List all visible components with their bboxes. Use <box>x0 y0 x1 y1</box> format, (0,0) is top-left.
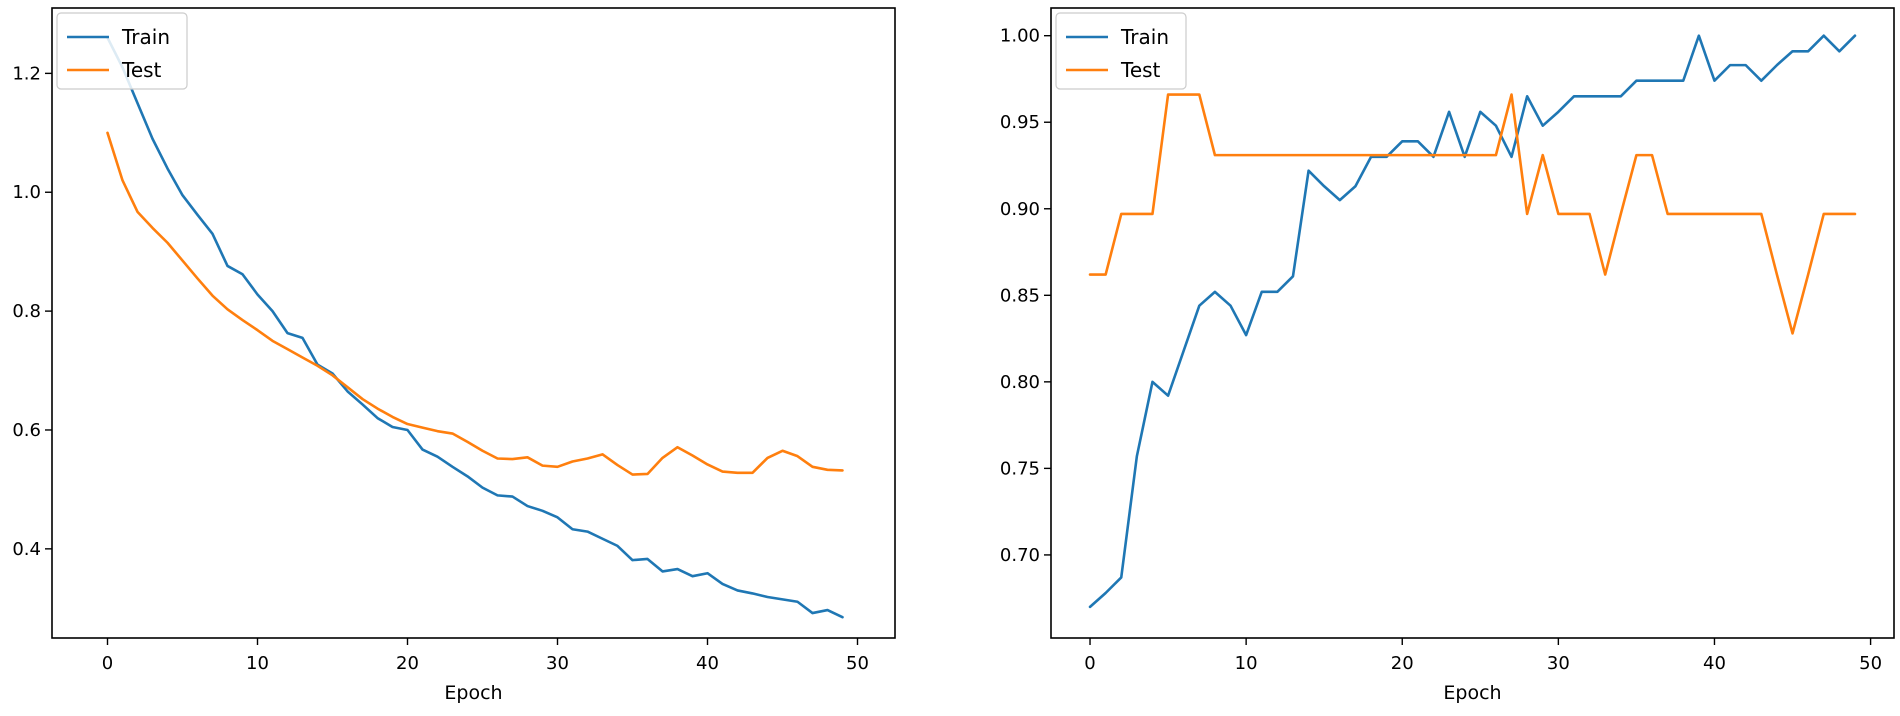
y-tick-label: 0.4 <box>12 539 41 560</box>
y-tick-label: 0.85 <box>1000 285 1040 306</box>
x-axis-label: Epoch <box>1443 682 1501 704</box>
y-tick-label: 0.70 <box>1000 545 1040 566</box>
series-line-train <box>106 36 844 619</box>
y-tick-label: 1.00 <box>1000 26 1040 47</box>
y-tick-label: 1.0 <box>12 182 41 203</box>
y-tick-label: 0.75 <box>1000 458 1040 479</box>
series-line-test <box>106 131 844 476</box>
x-tick-label: 0 <box>102 653 113 674</box>
y-tick-label: 0.95 <box>1000 112 1040 133</box>
plot-frame <box>51 7 896 639</box>
x-tick-label: 50 <box>1859 653 1882 674</box>
y-tick-label: 0.80 <box>1000 372 1040 393</box>
series-line-test <box>1088 93 1857 335</box>
chart-panel-1: 0 10 20 30 40 50 0.4 0.6 0.8 1.0 1.2 Epoch Train Test <box>12 7 896 704</box>
x-tick-label: 30 <box>1547 653 1570 674</box>
x-tick-label: 40 <box>1703 653 1726 674</box>
legend: Train Test <box>56 12 188 90</box>
x-tick-label: 50 <box>846 653 869 674</box>
legend-label-test: Test <box>1120 58 1161 82</box>
legend: Train Test <box>1055 12 1187 90</box>
y-tick-label: 0.90 <box>1000 199 1040 220</box>
x-tick-label: 20 <box>396 653 419 674</box>
series-line-train <box>1088 34 1857 609</box>
legend-label-train: Train <box>121 25 170 49</box>
x-tick-label: 20 <box>1391 653 1414 674</box>
x-axis-label: Epoch <box>444 682 502 704</box>
y-tick-label: 1.2 <box>12 63 41 84</box>
x-tick-label: 10 <box>1235 653 1258 674</box>
x-tick-label: 30 <box>546 653 569 674</box>
y-tick-label: 0.6 <box>12 420 41 441</box>
x-tick-label: 0 <box>1084 653 1095 674</box>
chart-panel-2: 0 10 20 30 40 50 0.70 0.75 0.80 0.85 0.90 0.95 1.00 E… <box>1000 7 1895 704</box>
x-tick-label: 40 <box>696 653 719 674</box>
y-tick-label: 0.8 <box>12 301 41 322</box>
x-tick-label: 10 <box>246 653 269 674</box>
plot-frame <box>1050 7 1895 639</box>
legend-label-train: Train <box>1120 25 1169 49</box>
legend-label-test: Test <box>121 58 162 82</box>
